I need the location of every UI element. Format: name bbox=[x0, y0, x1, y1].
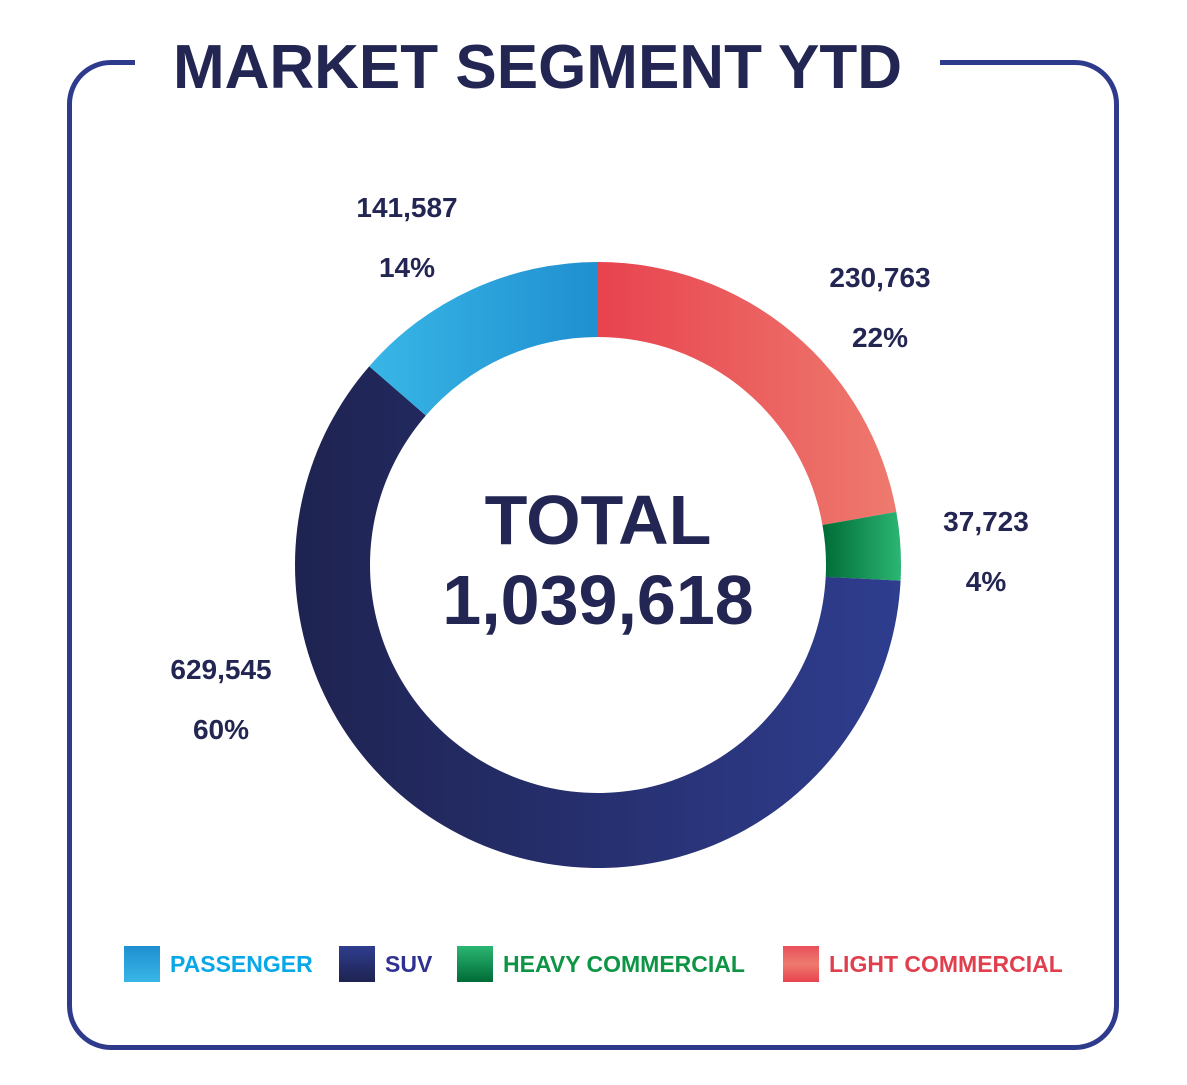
legend-heavy-commercial: HEAVY COMMERCIAL bbox=[457, 946, 745, 982]
label-light-commercial: 230,763 22% bbox=[800, 262, 960, 354]
legend-label: SUV bbox=[385, 950, 433, 977]
center-value: 1,039,618 bbox=[442, 561, 754, 639]
legend-swatch bbox=[124, 946, 160, 982]
percent-label: 22% bbox=[851, 322, 909, 353]
legend-swatch bbox=[339, 946, 375, 982]
label-heavy-commercial: 37,723 4% bbox=[906, 506, 1066, 598]
title-background bbox=[135, 40, 940, 90]
percent-label: 14% bbox=[378, 252, 436, 283]
value-label: 629,545 bbox=[170, 654, 272, 685]
value-label: 141,587 bbox=[356, 192, 458, 223]
slice-heavy-commercial bbox=[822, 511, 901, 581]
legend-passenger: PASSENGER bbox=[124, 946, 313, 982]
slice-passenger bbox=[369, 262, 598, 416]
percent-label: 60% bbox=[192, 714, 250, 745]
value-label: 230,763 bbox=[829, 262, 931, 293]
legend-light-commercial: LIGHT COMMERCIAL bbox=[783, 946, 1063, 982]
label-suv: 629,545 60% bbox=[141, 654, 301, 746]
slice-light-commercial bbox=[598, 262, 897, 526]
legend-swatch bbox=[457, 946, 493, 982]
value-label: 37,723 bbox=[943, 506, 1029, 537]
center-label: TOTAL bbox=[484, 481, 712, 559]
chart-title: MARKET SEGMENT YTD bbox=[172, 33, 903, 102]
legend-suv: SUV bbox=[339, 946, 432, 982]
legend-label: LIGHT COMMERCIAL bbox=[829, 950, 1063, 977]
legend-label: HEAVY COMMERCIAL bbox=[503, 950, 745, 977]
slice-suv bbox=[295, 366, 901, 868]
label-passenger: 141,587 14% bbox=[327, 192, 487, 284]
legend-label: PASSENGER bbox=[170, 950, 313, 977]
percent-label: 4% bbox=[965, 566, 1007, 597]
center-total: TOTAL 1,039,618 bbox=[398, 480, 798, 640]
legend-swatch bbox=[783, 946, 819, 982]
